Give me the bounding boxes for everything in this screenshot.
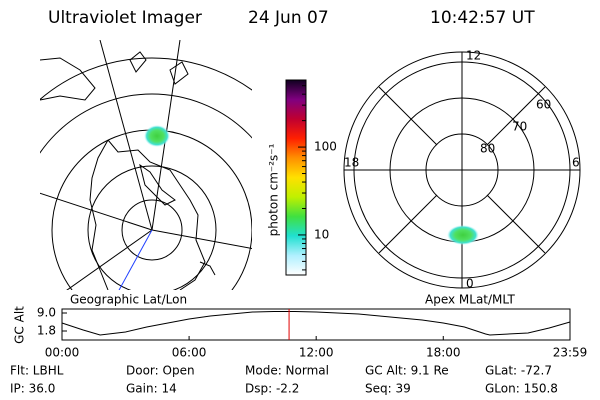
colorbar: 10 100 [285, 79, 337, 276]
info-field: GLon: 150.8 [485, 382, 558, 396]
altitude-plot: 9.0 1.8 00:00 06:00 12:00 18:00 23:59 [37, 306, 587, 360]
colorbar-scale [285, 79, 307, 276]
x-tick-label: 18:00 [426, 346, 461, 360]
polar-label: Apex MLat/MLT [425, 293, 515, 307]
x-tick-label: 12:00 [299, 346, 334, 360]
mlat-label: 70 [512, 120, 527, 134]
mlt-label: 0 [466, 277, 474, 291]
colorbar-label: photon cm⁻²s⁻¹ [267, 143, 281, 236]
mlt-label: 18 [344, 156, 359, 170]
info-field: Dsp: -2.2 [245, 382, 299, 396]
y-tick-label: 1.8 [37, 324, 56, 338]
x-tick-label: 06:00 [172, 346, 207, 360]
geographic-map [40, 40, 252, 290]
altitude-line [61, 311, 571, 336]
info-field: IP: 36.0 [10, 382, 55, 396]
info-field: Gain: 14 [126, 382, 177, 396]
altitude-ylabel: GC Alt [13, 306, 27, 344]
mlt-label: 12 [466, 49, 481, 63]
info-field: Flt: LBHL [10, 364, 64, 378]
mlat-label: 60 [536, 98, 551, 112]
mlt-label: 6 [572, 156, 580, 170]
date: 24 Jun 07 [248, 8, 329, 28]
info-field: Door: Open [126, 364, 195, 378]
colorbar-tick-label: 100 [314, 140, 337, 154]
y-tick-label: 9.0 [37, 306, 56, 320]
instrument-title: Ultraviolet Imager [48, 8, 202, 28]
info-panel: Flt: LBHL Door: Open Mode: Normal GC Alt: 9… [10, 364, 558, 396]
geographic-label: Geographic Lat/Lon [70, 293, 187, 307]
time: 10:42:57 UT [430, 8, 535, 28]
x-tick-label: 00:00 [45, 346, 80, 360]
x-tick-label: 23:59 [553, 346, 588, 360]
polar-plot [343, 51, 581, 289]
info-field: GLat: -72.7 [485, 364, 552, 378]
info-field: GC Alt: 9.1 Re [365, 364, 449, 378]
colorbar-tick-label: 10 [314, 227, 329, 241]
info-field: Seq: 39 [365, 382, 411, 396]
altitude-frame [61, 308, 571, 341]
mlat-label: 80 [480, 142, 495, 156]
info-field: Mode: Normal [245, 364, 329, 378]
